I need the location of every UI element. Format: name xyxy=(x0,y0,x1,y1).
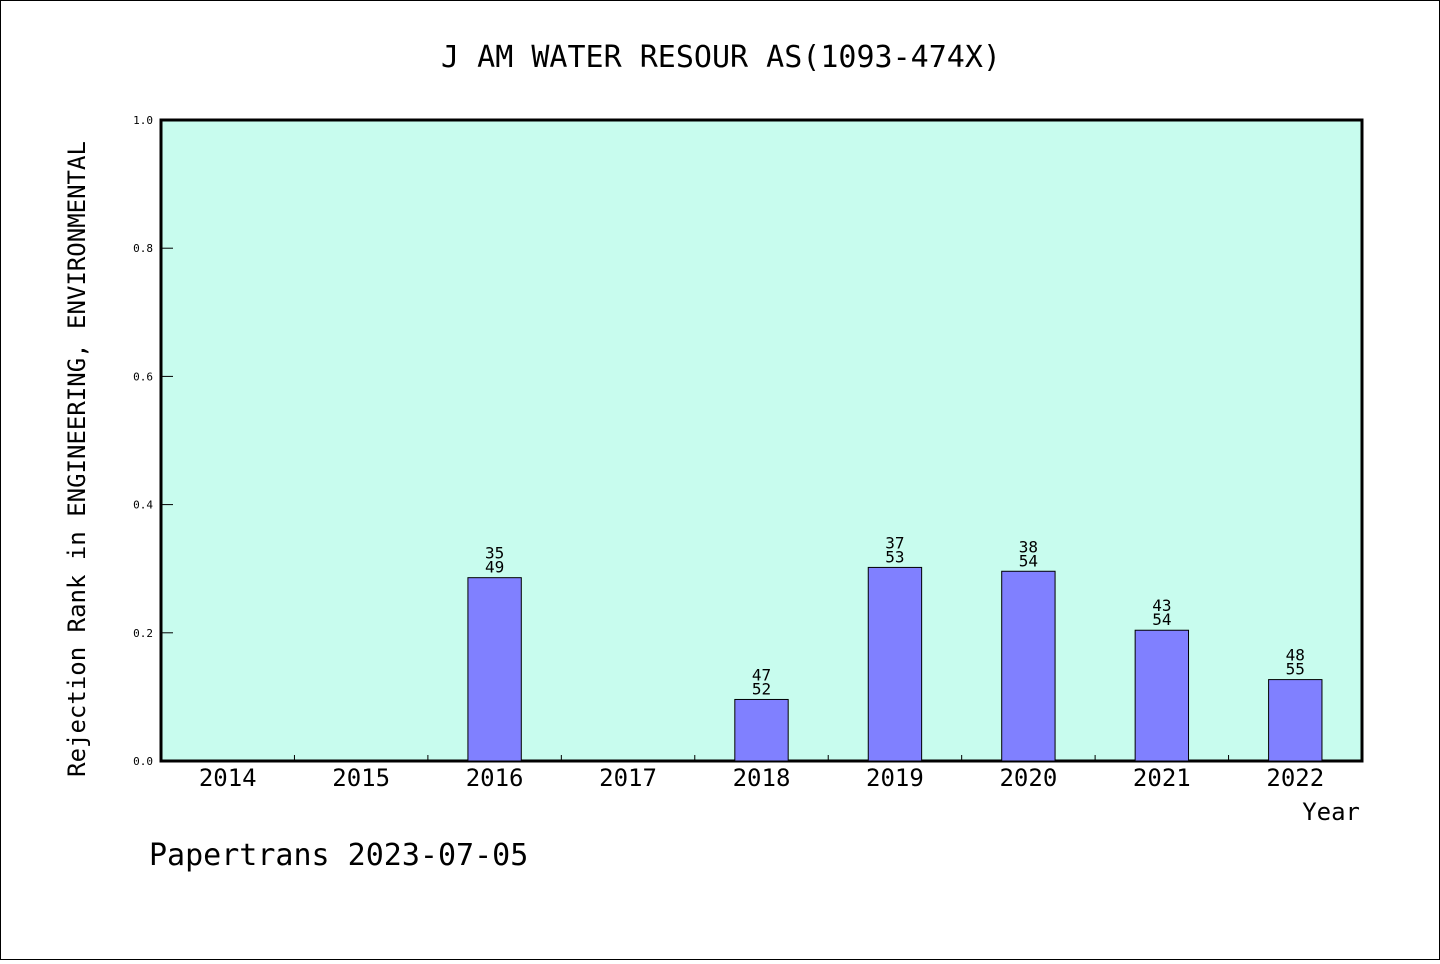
bar-label-top: 48 xyxy=(1286,646,1305,665)
bar-label-bottom: 53 xyxy=(885,547,904,566)
x-tick-label: 2014 xyxy=(199,764,257,792)
chart-title: J AM WATER RESOUR AS(1093-474X) xyxy=(441,40,1001,75)
bar-label-bottom: 55 xyxy=(1286,660,1305,679)
bar-label-bottom: 52 xyxy=(752,679,771,698)
y-tick-label: 0.0 xyxy=(133,755,153,768)
x-tick-label: 2020 xyxy=(999,764,1057,792)
x-tick-label: 2016 xyxy=(466,764,524,792)
bar-label-top: 43 xyxy=(1152,596,1171,615)
y-tick-label: 1.0 xyxy=(133,114,153,127)
x-tick-label: 2015 xyxy=(332,764,390,792)
x-axis-label: Year xyxy=(1302,798,1360,826)
x-tick-label: 2022 xyxy=(1266,764,1324,792)
bar-label-top: 37 xyxy=(885,533,904,552)
y-tick-label: 0.6 xyxy=(133,370,153,383)
y-axis-label: Rejection Rank in ENGINEERING, ENVIRONME… xyxy=(63,141,91,777)
bar-label-top: 47 xyxy=(752,665,771,684)
y-tick-label: 0.2 xyxy=(133,627,153,640)
y-tick-label: 0.4 xyxy=(133,499,153,512)
bar xyxy=(1001,570,1056,762)
bar xyxy=(1268,679,1323,762)
bar xyxy=(867,566,923,762)
x-tick-label: 2017 xyxy=(599,764,657,792)
bar xyxy=(467,577,522,762)
bars-layer xyxy=(467,566,1323,762)
bar xyxy=(734,698,789,762)
bar-label-bottom: 54 xyxy=(1019,551,1038,570)
bar-label-bottom: 54 xyxy=(1152,610,1171,629)
ticks-layer: 0.0 0.2 0.4 0.6 0.8 1.0 xyxy=(133,114,1230,768)
x-tick-label: 2019 xyxy=(866,764,924,792)
bar-label-top: 38 xyxy=(1019,537,1038,556)
x-tick-label: 2018 xyxy=(733,764,791,792)
x-tick-label: 2021 xyxy=(1133,764,1191,792)
footer-text: Papertrans 2023-07-05 xyxy=(149,838,528,873)
bar xyxy=(1134,629,1190,762)
bar-label-top: 35 xyxy=(485,544,504,563)
y-tick-label: 0.8 xyxy=(133,242,153,255)
bar-label-bottom: 49 xyxy=(485,558,504,577)
